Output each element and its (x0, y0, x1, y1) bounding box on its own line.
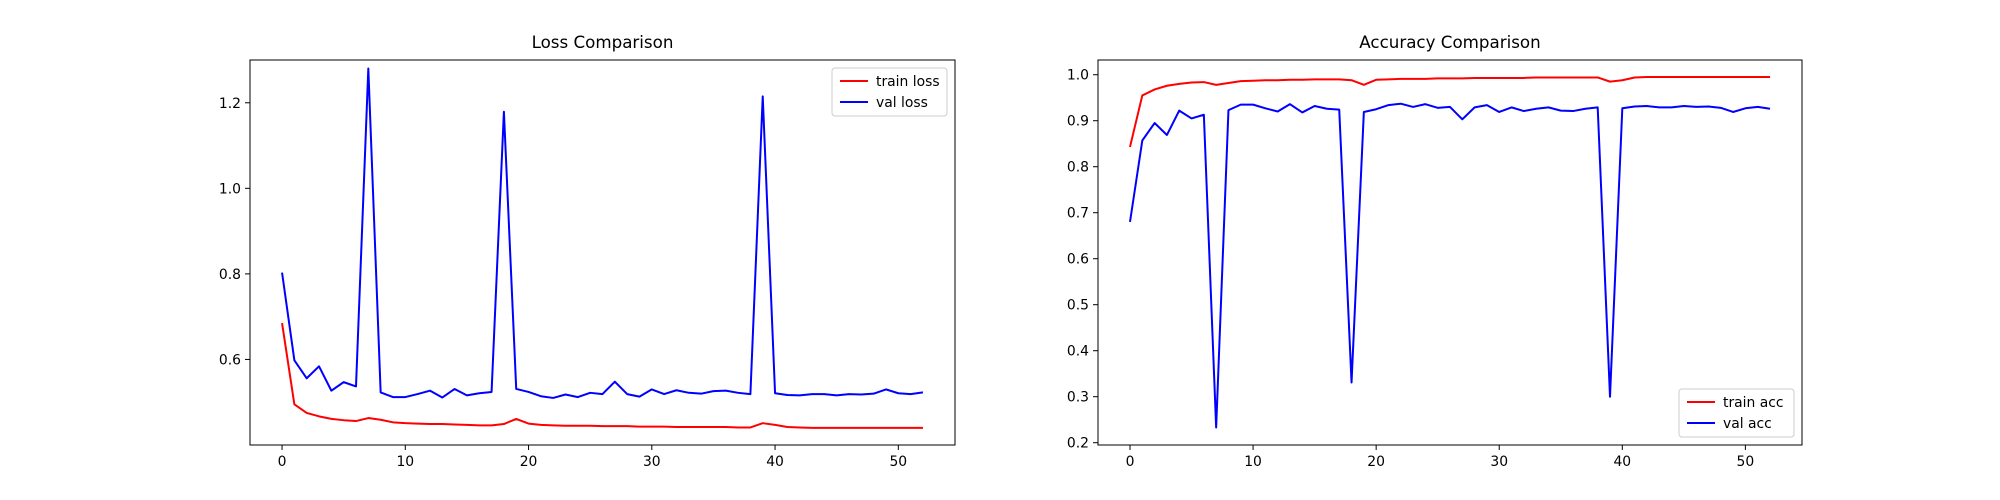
chart-0-legend-label-train-loss: train loss (876, 74, 940, 90)
chart-1-y-tick-label: 0.4 (1067, 344, 1089, 360)
chart-1-train-acc-line (1129, 76, 1770, 148)
chart-1-y-tick-label: 0.7 (1067, 206, 1089, 222)
chart-1-y-tick-label: 0.3 (1067, 390, 1089, 406)
chart-1-y-tick-label: 0.9 (1067, 114, 1089, 130)
chart-0-y-tick-label: 1.2 (219, 96, 241, 112)
chart-0-y-tick-label: 0.6 (219, 352, 241, 368)
chart-0-x-tick-label: 40 (766, 454, 784, 470)
chart-0-train-loss-line (281, 322, 923, 429)
chart-0-x-tick-label: 50 (889, 454, 907, 470)
chart-1-legend: train acc val acc (1678, 388, 1795, 438)
chart-0-y-tick-label: 1.0 (219, 181, 241, 197)
chart-1-y-tick-label: 0.8 (1067, 160, 1089, 176)
chart-0-axes-frame (249, 59, 956, 446)
chart-0-x-tick-label: 30 (643, 454, 661, 470)
chart-0-x-tick-label: 0 (278, 454, 287, 470)
chart-1-x-tick-label: 10 (1244, 454, 1262, 470)
chart-0-x-tick-label: 10 (396, 454, 414, 470)
chart-1-y-tick-label: 0.5 (1067, 298, 1089, 314)
chart-1-x-tick-label: 40 (1613, 454, 1631, 470)
chart-1-y-tick-label: 1.0 (1067, 68, 1089, 84)
chart-1-x-tick-label: 0 (1126, 454, 1135, 470)
chart-1-title: Accuracy Comparison (1359, 32, 1540, 52)
loss-comparison-chart: Loss Comparison 0 10 20 30 40 50 0.6 0.8 1.0 1.2 tr… (219, 32, 956, 470)
chart-1-x-tick-label: 50 (1737, 454, 1755, 470)
chart-1-axes-frame (1097, 59, 1803, 446)
accuracy-comparison-chart: Accuracy Comparison 0 10 20 30 40 50 0.2 0.3 0.4 0… (1067, 32, 1803, 470)
chart-1-y-tick-label: 0.2 (1067, 436, 1089, 452)
chart-1-legend-label-train-acc: train acc (1723, 395, 1784, 411)
chart-0-val-loss-line (281, 67, 924, 399)
chart-0-y-tick-label: 0.8 (219, 267, 241, 283)
chart-1-x-tick-label: 30 (1490, 454, 1508, 470)
chart-1-x-tick-label: 20 (1367, 454, 1385, 470)
chart-0-x-tick-label: 20 (520, 454, 538, 470)
chart-0-legend: train loss val loss (831, 67, 948, 117)
chart-1-y-tick-label: 0.6 (1067, 252, 1089, 268)
chart-0-legend-label-val-loss: val loss (876, 95, 928, 111)
chart-0-title: Loss Comparison (532, 32, 674, 52)
chart-1-val-acc-line (1129, 102, 1771, 429)
chart-1-legend-label-val-acc: val acc (1723, 416, 1772, 432)
